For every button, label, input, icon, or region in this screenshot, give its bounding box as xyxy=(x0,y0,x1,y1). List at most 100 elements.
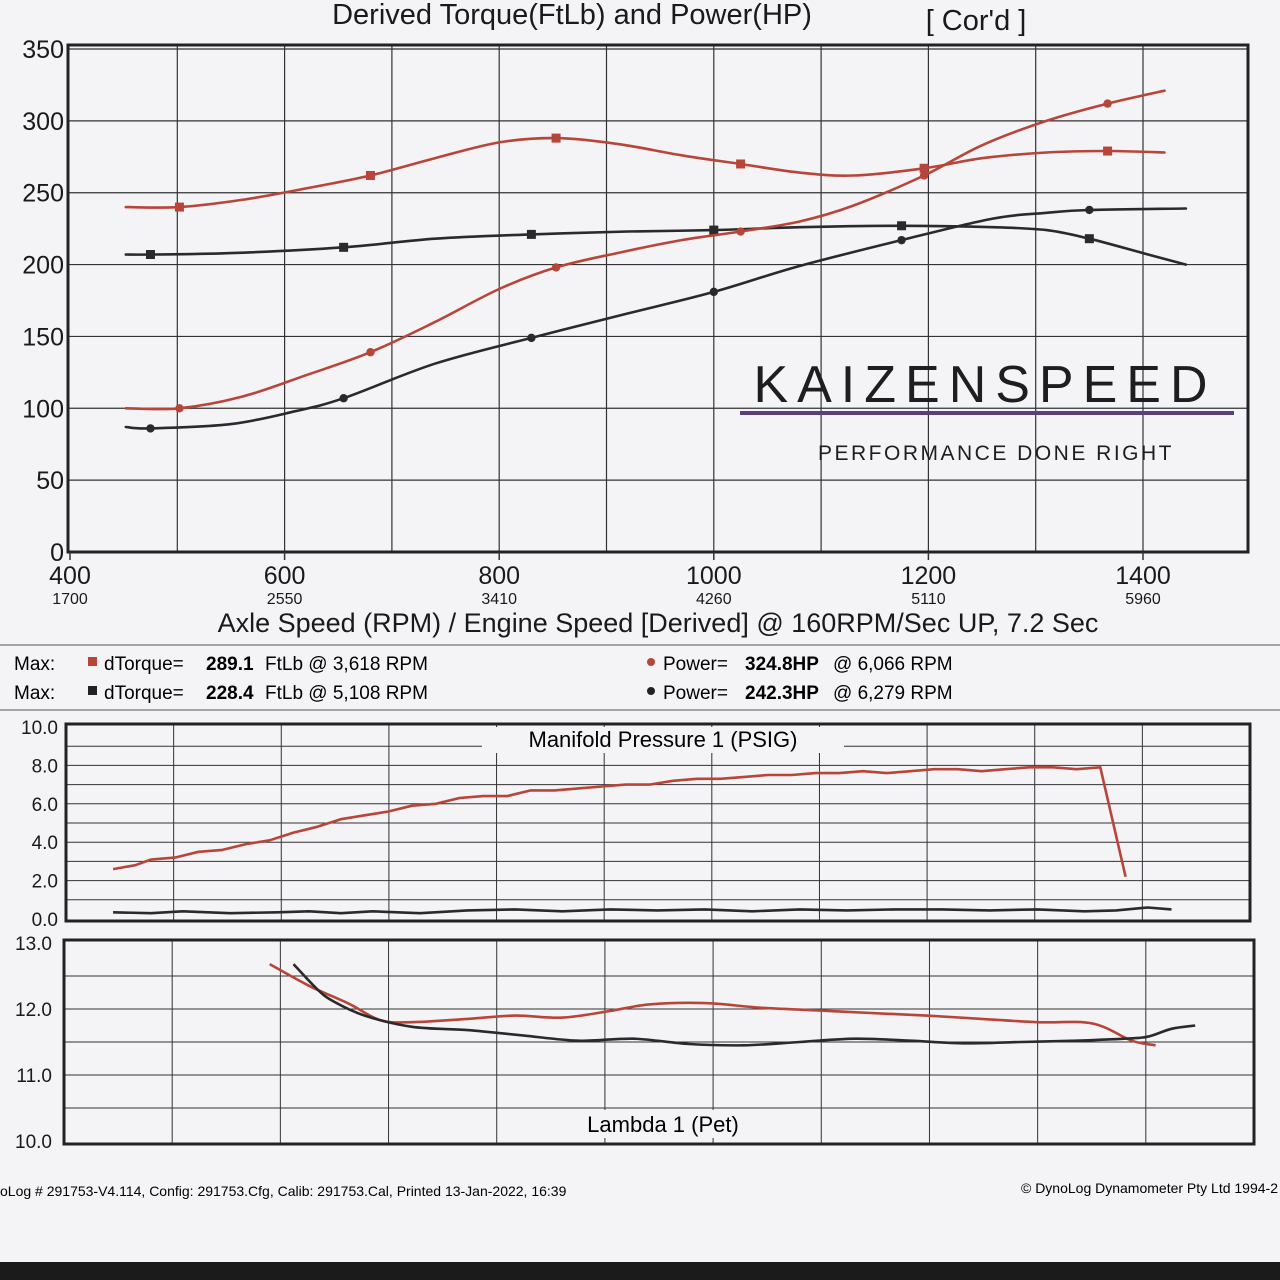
logo-wordmark: KAIZENSPEED xyxy=(753,356,1216,414)
series-line xyxy=(292,963,1196,1047)
manifold-chart-frame xyxy=(64,722,1252,923)
lambda-y-tick-label: 13.0 xyxy=(15,934,52,955)
legend-square-marker xyxy=(88,686,97,695)
data-point-square xyxy=(526,229,536,239)
data-point-square xyxy=(551,133,561,143)
legend-power-value: 324.8HP xyxy=(745,654,819,675)
data-point-circle xyxy=(1085,205,1094,215)
series-line xyxy=(113,906,1172,915)
manifold-y-tick-label: 2.0 xyxy=(32,872,58,893)
legend-power-label: Power= xyxy=(663,683,728,704)
data-point-circle xyxy=(146,424,155,433)
main-y-tick-label: 300 xyxy=(22,108,64,136)
manifold-title-box xyxy=(482,727,844,753)
legend-torque-label: dTorque= xyxy=(104,683,184,704)
manifold-y-tick-label: 0.0 xyxy=(32,910,58,931)
series-line xyxy=(124,136,1166,209)
legend-torque-unit: FtLb @ 5,108 RPM xyxy=(265,683,428,704)
main-x-tick-label: 1200 xyxy=(901,562,957,590)
manifold-chart-grid xyxy=(66,724,1250,921)
data-point-circle xyxy=(897,235,906,245)
data-point-square xyxy=(365,170,375,180)
data-point-circle xyxy=(1103,99,1112,108)
main-x-secondary-label: 3410 xyxy=(481,591,517,608)
main-y-tick-label: 350 xyxy=(22,36,64,64)
main-x-tick-label: 800 xyxy=(478,562,520,590)
table-surface-edge xyxy=(0,1262,1280,1280)
data-point-circle xyxy=(919,171,929,180)
logo-underline xyxy=(740,411,1234,415)
main-x-secondary-label: 1700 xyxy=(52,591,88,608)
data-point-square xyxy=(174,202,184,212)
main-chart-frame xyxy=(66,43,1250,554)
logo-tagline: PERFORMANCE DONE RIGHT xyxy=(818,442,1174,465)
lambda-chart-series xyxy=(269,962,1196,1047)
main-y-tick-label: 250 xyxy=(22,180,64,208)
lambda-chart-title: Lambda 1 (Pet) xyxy=(587,1112,739,1137)
manifold-y-tick-label: 4.0 xyxy=(32,833,58,854)
manifold-y-axis: 0.0 2.0 4.0 6.0 8.0 10.0 xyxy=(21,718,58,931)
legend-power-unit: @ 6,066 RPM xyxy=(833,654,953,675)
lambda-y-axis: 10.0 11.0 12.0 13.0 xyxy=(15,934,52,1153)
manifold-y-tick-label: 8.0 xyxy=(32,756,58,777)
data-point-circle xyxy=(527,333,536,343)
data-point-circle xyxy=(709,287,718,297)
legend-row: Max: dTorque= 289.1 FtLb @ 3,618 RPM Pow… xyxy=(14,654,953,675)
legend-power-label: Power= xyxy=(663,654,728,675)
legend-torque-value: 228.4 xyxy=(206,683,254,704)
data-point-circle xyxy=(736,227,745,236)
manifold-y-tick-label: 6.0 xyxy=(32,795,58,816)
main-x-tick-label: 400 xyxy=(49,562,91,590)
x-axis-title: Axle Speed (RPM) / Engine Speed [Derived… xyxy=(218,608,1099,638)
main-x-tick-label: 1000 xyxy=(686,562,742,590)
main-y-axis: 0 50 100 150 200 250 300 350 xyxy=(22,36,64,567)
main-chart-series xyxy=(124,89,1188,433)
series-line xyxy=(112,766,1127,878)
lambda-title-box xyxy=(560,1110,770,1138)
main-x-tick-label: 1400 xyxy=(1115,562,1171,590)
data-point-square xyxy=(339,242,349,252)
legend-row: Max: dTorque= 228.4 FtLb @ 5,108 RPM Pow… xyxy=(14,683,953,704)
legend-max-label: Max: xyxy=(14,654,55,675)
series-line xyxy=(124,89,1166,411)
footer-copyright: © DynoLog Dynamometer Pty Ltd 1994-2 xyxy=(1021,1180,1278,1196)
manifold-y-tick-label: 10.0 xyxy=(21,718,58,739)
main-y-tick-label: 50 xyxy=(36,467,64,495)
legend-circle-marker xyxy=(647,687,655,695)
lambda-y-tick-label: 10.0 xyxy=(15,1132,52,1153)
manifold-chart-title: Manifold Pressure 1 (PSIG) xyxy=(529,727,798,752)
data-point-square xyxy=(919,163,929,173)
lambda-chart-grid xyxy=(64,940,1254,1144)
data-point-circle xyxy=(551,263,561,272)
data-point-circle xyxy=(339,394,348,403)
lambda-y-tick-label: 12.0 xyxy=(15,1000,52,1021)
data-point-square xyxy=(1103,146,1113,156)
data-point-circle xyxy=(366,348,375,357)
series-line xyxy=(124,207,1188,430)
footer-log-info: oLog # 291753-V4.114, Config: 291753.Cfg… xyxy=(0,1183,567,1199)
lambda-y-tick-label: 11.0 xyxy=(16,1066,52,1087)
main-x-secondary-label: 5110 xyxy=(911,591,946,608)
legend-power-unit: @ 6,279 RPM xyxy=(833,683,953,704)
chart-title: Derived Torque(FtLb) and Power(HP) xyxy=(332,0,812,31)
main-y-tick-label: 200 xyxy=(22,252,64,280)
main-y-tick-label: 150 xyxy=(22,323,64,351)
legend-max-label: Max: xyxy=(14,683,55,704)
kaizenspeed-logo: KAIZENSPEED PERFORMANCE DONE RIGHT xyxy=(740,356,1234,465)
correction-flag: [ Cor'd ] xyxy=(926,5,1027,37)
main-y-tick-label: 100 xyxy=(22,395,64,423)
lambda-chart-frame xyxy=(62,938,1256,1146)
legend-torque-value: 289.1 xyxy=(206,654,254,675)
data-point-square xyxy=(709,225,719,235)
main-x-tick-label: 600 xyxy=(264,562,306,590)
main-y-tick-label: 0 xyxy=(50,539,64,567)
data-point-circle xyxy=(175,404,184,413)
legend-circle-marker xyxy=(647,658,655,666)
legend-torque-unit: FtLb @ 3,618 RPM xyxy=(265,654,428,675)
data-point-square xyxy=(1084,234,1094,244)
legend-square-marker xyxy=(88,657,97,666)
data-point-square xyxy=(897,221,907,231)
main-chart-grid xyxy=(68,45,1248,552)
manifold-chart-series xyxy=(112,766,1172,915)
